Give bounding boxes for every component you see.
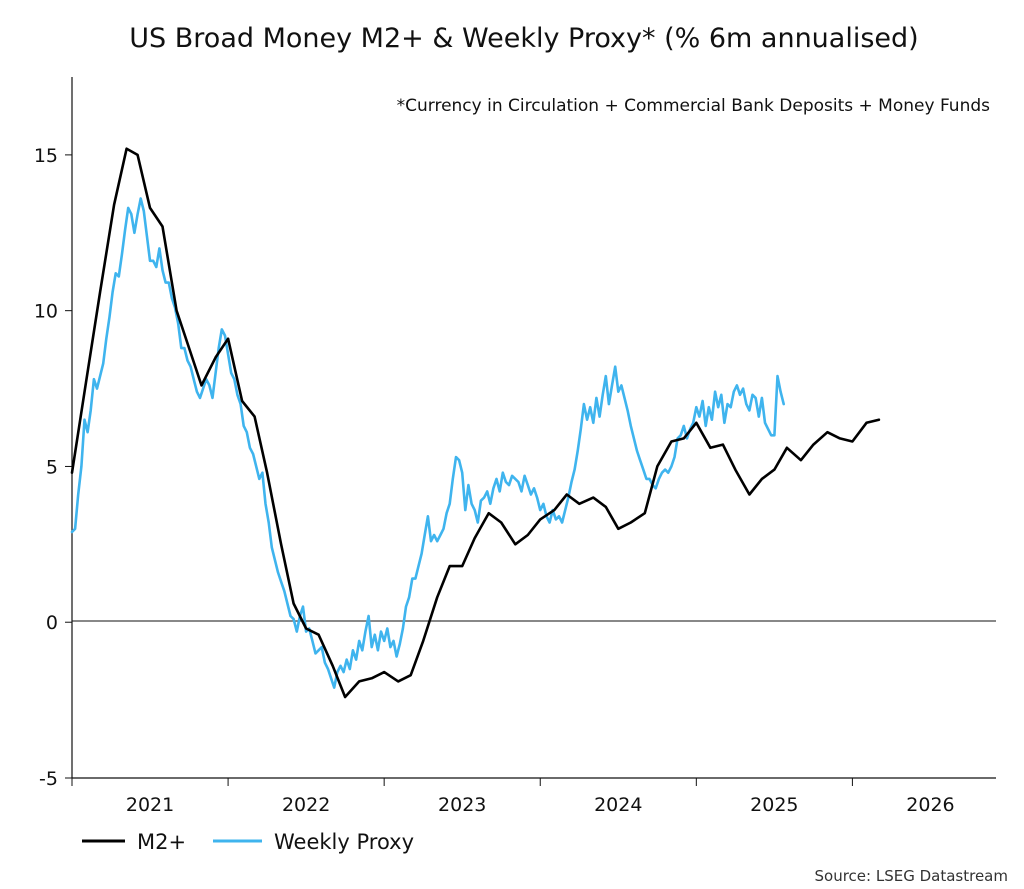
x-tick-label: 2025 [750,794,798,816]
y-tick-label: 5 [46,456,58,478]
y-tick-label: 0 [46,612,58,634]
legend-label-weekly-proxy: Weekly Proxy [274,830,414,854]
x-tick-label: 2024 [594,794,642,816]
x-tick-label: 2021 [126,794,174,816]
series-line-weekly-proxy [70,197,785,689]
legend-label-m2: M2+ [137,830,186,854]
chart-note: *Currency in Circulation + Commercial Ba… [397,96,991,116]
legend-item-weekly-proxy: Weekly Proxy [213,830,414,854]
y-ticks: -5 0 5 10 15 [34,145,72,790]
x-tick-label: 2023 [438,794,486,816]
y-tick-label: -5 [39,768,58,790]
x-ticks: 2021 2022 2023 2024 2025 2026 [71,778,955,816]
chart-title: US Broad Money M2+ & Weekly Proxy* (% 6m… [129,23,918,54]
series-line-m2 [70,147,881,699]
source-note: Source: LSEG Datastream [815,867,1008,885]
legend: M2+ Weekly Proxy [82,830,414,854]
legend-item-m2: M2+ [82,830,186,854]
y-tick-label: 10 [34,301,58,323]
series-group [70,147,881,699]
x-tick-label: 2026 [906,794,954,816]
x-tick-label: 2022 [282,794,330,816]
y-tick-label: 15 [34,145,58,167]
